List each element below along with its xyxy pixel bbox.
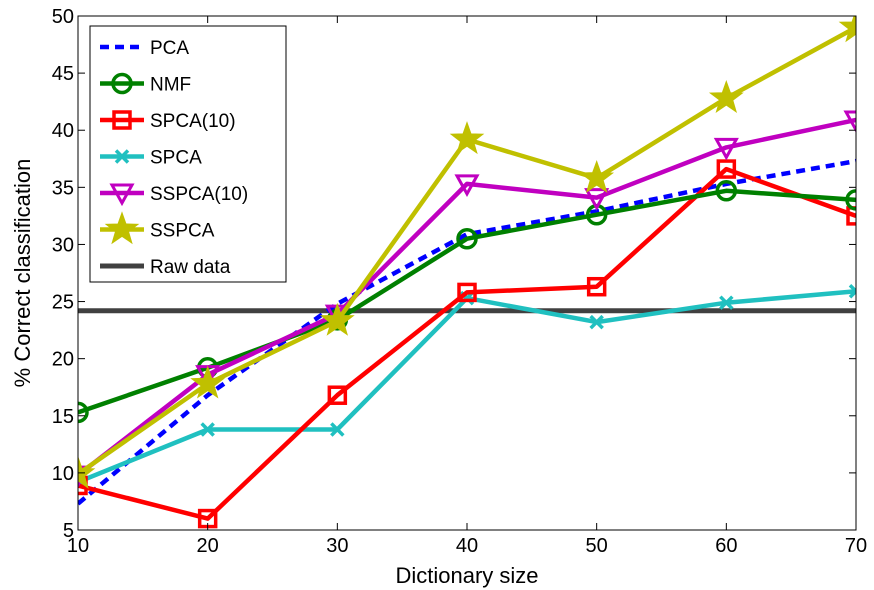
y-tick-label: 15 bbox=[52, 406, 74, 428]
data-point-spca bbox=[848, 284, 856, 299]
y-tick-label: 35 bbox=[52, 177, 74, 199]
legend-label: SSPCA bbox=[150, 221, 215, 242]
legend-label: Raw data bbox=[150, 257, 231, 278]
legend-marker bbox=[111, 72, 133, 95]
y-tick-label: 45 bbox=[52, 63, 74, 85]
y-tick-label: 25 bbox=[52, 292, 74, 314]
y-tick-label: 50 bbox=[52, 6, 74, 28]
legend: PCA NMF SPCA(10) SPCA SSPCA(10) SSPCA Raw data bbox=[89, 25, 287, 283]
y-tick-label: 20 bbox=[52, 349, 74, 371]
legend-label: SPCA bbox=[150, 148, 202, 169]
y-tick-label: 10 bbox=[52, 463, 74, 485]
data-point-spca-10 bbox=[586, 276, 607, 297]
series-line-spca-10 bbox=[78, 166, 856, 521]
legend-entry-sspca-10: SSPCA(10) bbox=[100, 183, 248, 207]
series-pca bbox=[78, 158, 856, 506]
legend-entry-pca: PCA bbox=[100, 38, 189, 59]
data-point-sspca bbox=[579, 159, 615, 193]
legend-entry-spca: SPCA bbox=[100, 148, 202, 169]
series-layer bbox=[78, 16, 856, 529]
data-point-nmf bbox=[456, 227, 478, 250]
x-tick-label: 10 bbox=[67, 535, 89, 557]
data-point-sspca bbox=[319, 302, 355, 336]
legend-marker bbox=[109, 183, 135, 207]
legend-marker bbox=[112, 110, 132, 130]
data-point-spca bbox=[719, 295, 734, 310]
legend-label: PCA bbox=[150, 38, 189, 59]
data-point-spca-10 bbox=[457, 282, 477, 303]
legend-label: SSPCA(10) bbox=[150, 184, 248, 205]
x-tick-label: 30 bbox=[326, 535, 348, 557]
y-tick-label: 30 bbox=[52, 234, 74, 256]
data-point-sspca bbox=[190, 365, 226, 399]
data-point-sspca bbox=[708, 79, 744, 114]
x-tick-label: 60 bbox=[715, 535, 737, 557]
x-tick-label: 40 bbox=[456, 535, 478, 557]
legend-label: SPCA(10) bbox=[150, 111, 236, 132]
x-tick-label: 50 bbox=[586, 535, 608, 557]
data-point-nmf bbox=[715, 180, 738, 202]
legend-entry-raw-data: Raw data bbox=[100, 257, 231, 278]
data-point-sspca-10 bbox=[713, 137, 739, 161]
series-sspca bbox=[78, 16, 856, 489]
data-point-sspca bbox=[449, 121, 485, 155]
series-line-pca bbox=[78, 158, 856, 506]
data-point-sspca bbox=[78, 455, 96, 489]
x-axis-title: Dictionary size bbox=[395, 563, 538, 588]
y-tick-label: 40 bbox=[52, 120, 74, 142]
legend-marker bbox=[104, 211, 140, 245]
data-point-spca bbox=[330, 422, 345, 437]
data-point-spca-10 bbox=[716, 159, 737, 179]
data-point-spca bbox=[200, 422, 215, 437]
y-tick-label: 5 bbox=[63, 520, 74, 542]
data-point-sspca bbox=[838, 16, 856, 43]
legend-entry-spca-10: SPCA(10) bbox=[100, 110, 236, 132]
data-point-nmf bbox=[78, 401, 89, 424]
data-point-sspca-10 bbox=[584, 188, 610, 211]
data-point-sspca-10 bbox=[454, 174, 480, 197]
legend-entry-nmf: NMF bbox=[100, 72, 191, 96]
data-point-spca-10 bbox=[846, 206, 856, 226]
x-tick-label: 70 bbox=[845, 535, 867, 557]
y-axis-title: % Correct classification bbox=[10, 159, 35, 388]
data-point-spca-10 bbox=[327, 385, 348, 405]
data-point-sspca-10 bbox=[843, 110, 856, 134]
legend-marker bbox=[114, 149, 130, 164]
x-tick-label: 20 bbox=[197, 535, 219, 557]
data-point-nmf bbox=[845, 189, 856, 211]
legend-label: NMF bbox=[150, 75, 191, 96]
legend-entry-sspca: SSPCA bbox=[100, 211, 215, 245]
data-point-spca bbox=[589, 314, 604, 330]
